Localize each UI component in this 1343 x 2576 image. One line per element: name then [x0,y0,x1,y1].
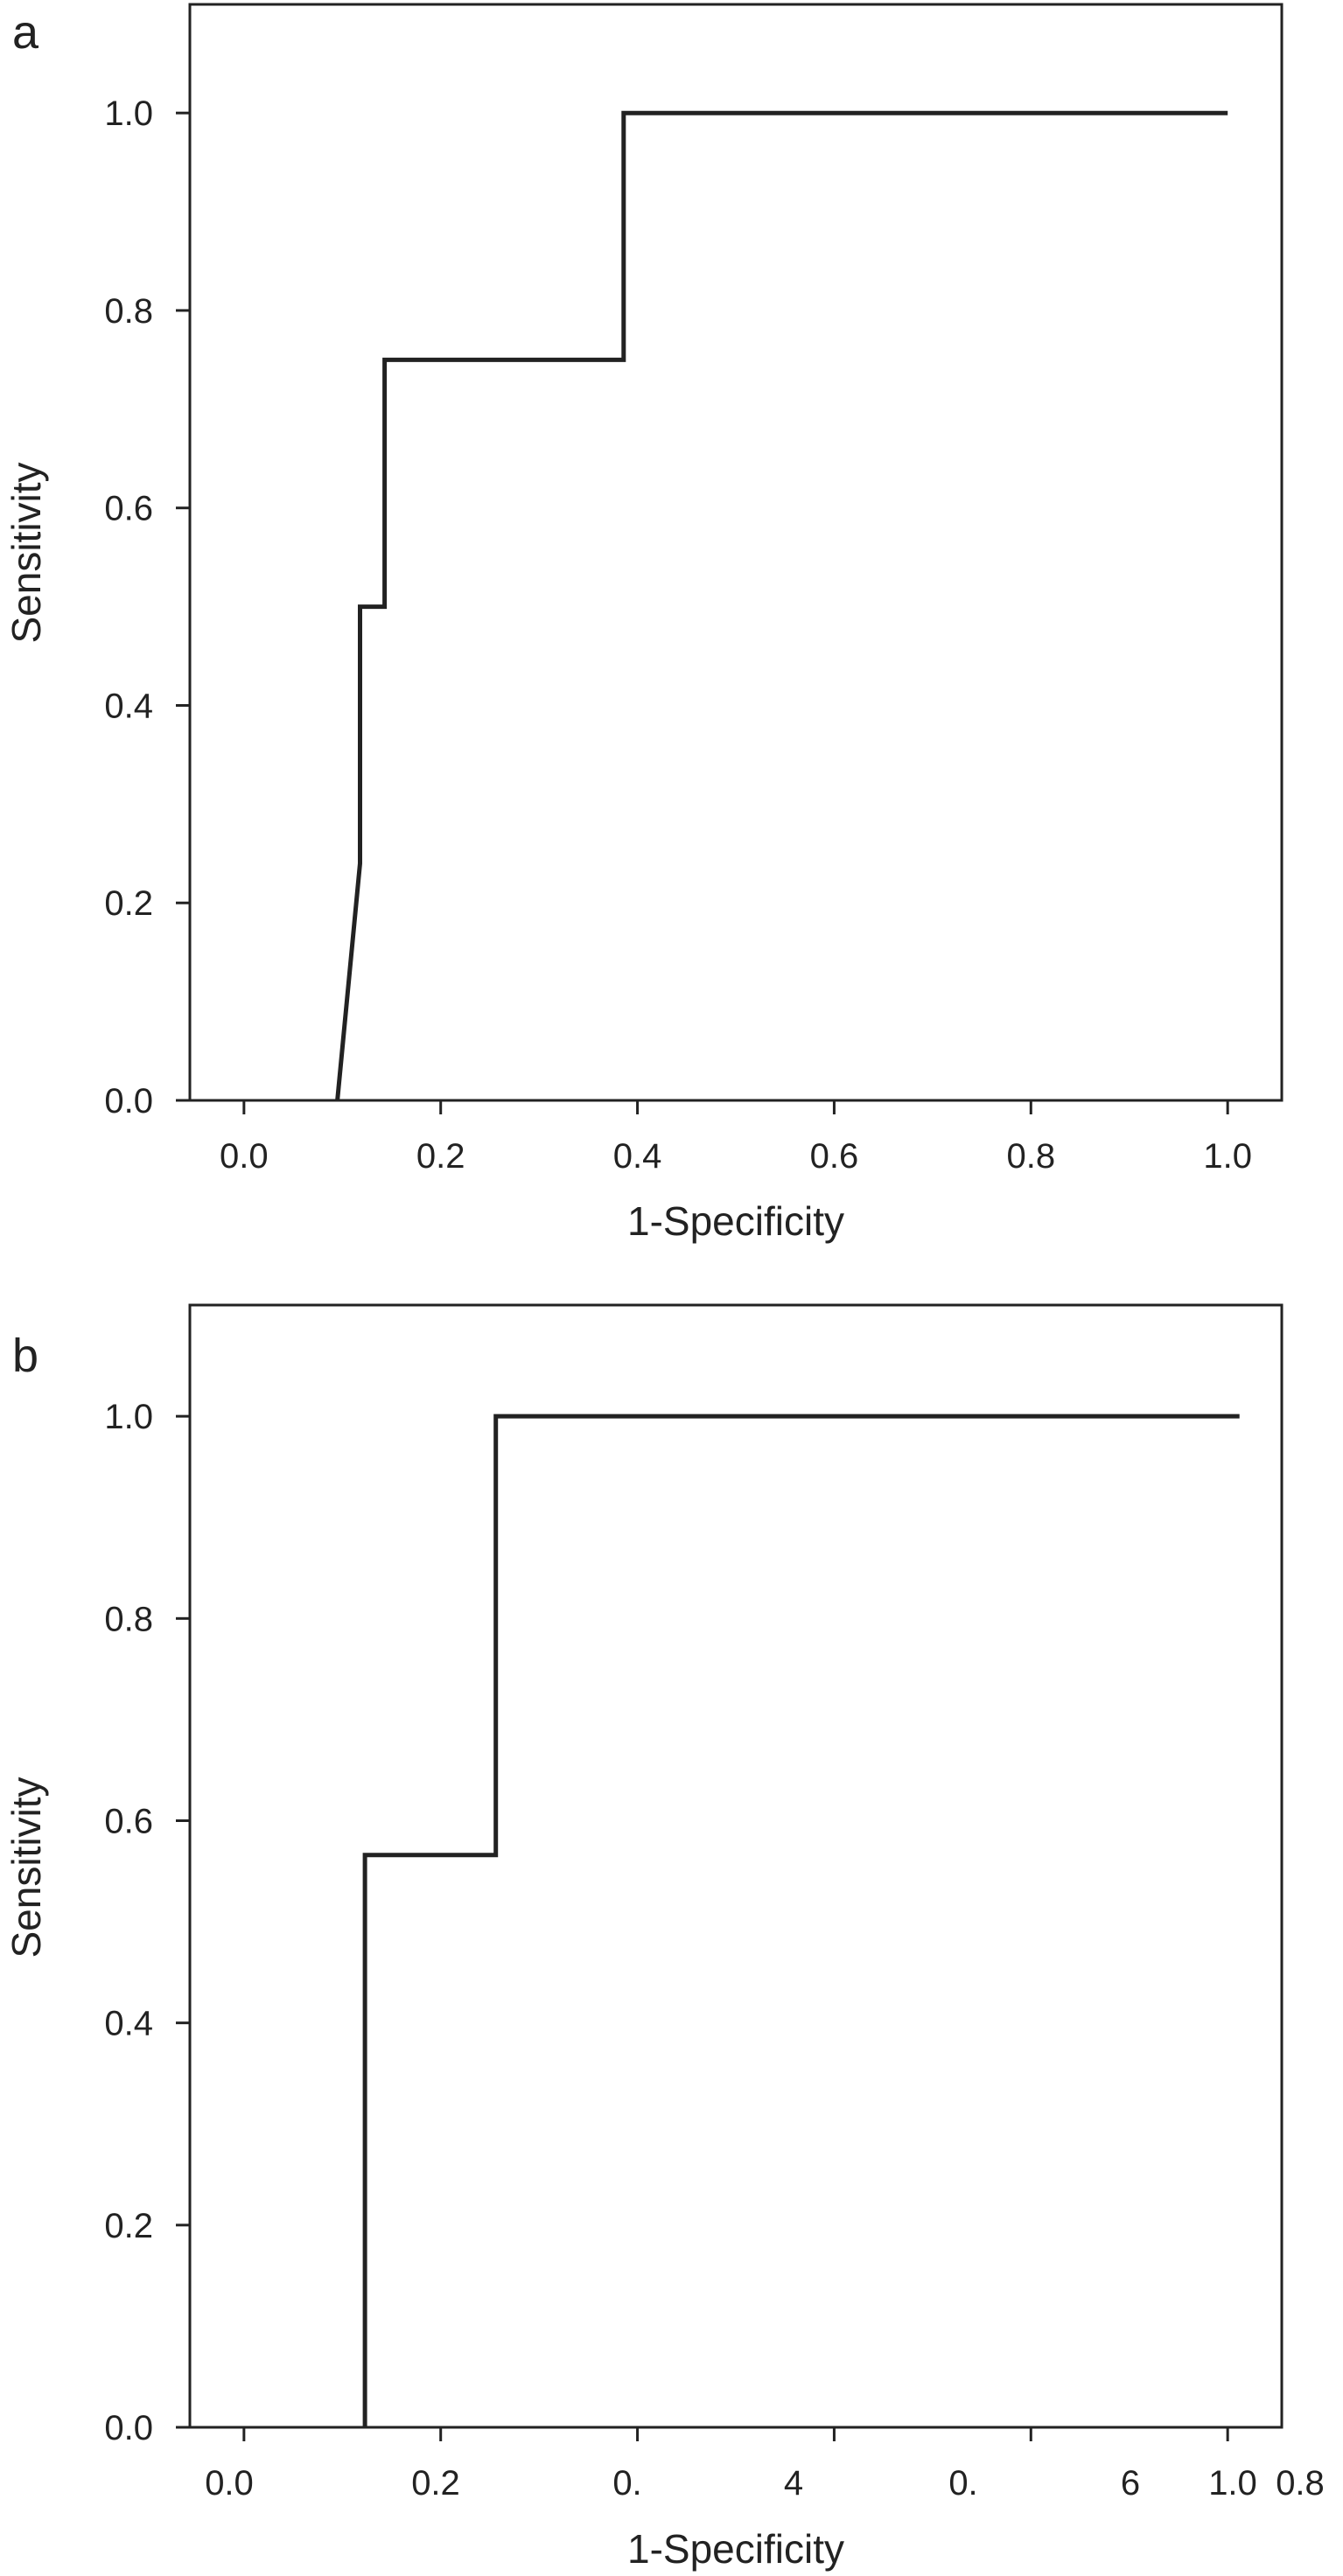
panel-a-label: a [12,6,39,59]
panel-a-ylabel: Sensitivity [3,462,49,643]
panel-a-ytick-label-4: 0.8 [104,292,153,331]
panel-b-xtick-label-7: 0.8 [1276,2464,1325,2503]
panel-b-xtick-label-4: 0. [948,2464,977,2503]
panel-a-xlabel: 1-Specificity [627,1198,844,1244]
panel-a-ytick-label-2: 0.4 [104,687,153,725]
panel-b: b 0.0 0.2 0. 4 0. 6 1.0 0.80.00.20.40.60.81.0 1… [3,1303,1325,2572]
panel-b-ylabel: Sensitivity [3,1777,49,1958]
panel-a-xtick-label-1: 0.2 [416,1137,465,1176]
panel-b-label: b [12,1330,38,1382]
panel-a: a 0.0 0.2 0.4 0.6 0.8 1.0 0.0 0.2 0.4 0.6 0.8 1.0 1… [3,3,1284,1244]
panel-b-ticks: 0.0 0.2 0. 4 0. 6 1.0 0.80.00.20.40.60.81.0 [104,1398,1324,2503]
panel-b-frame [188,1303,1284,2429]
panel-b-roc-curve [362,1414,1240,2427]
panel-b-xtick-label-2: 0. [612,2464,641,2503]
panel-a-ytick-label-0: 0.0 [104,1082,153,1120]
panel-b-ytick-label-3: 0.6 [104,1802,153,1840]
panel-a-xtick-label-0: 0.0 [220,1137,269,1176]
panel-a-ytick-label-3: 0.6 [104,490,153,528]
panel-b-ytick-label-1: 0.2 [104,2207,153,2245]
panel-b-xlabel: 1-Specificity [627,2526,844,2572]
panel-a-xtick-label-2: 0.4 [613,1137,662,1176]
panel-a-xtick-label-5: 1.0 [1203,1137,1252,1176]
panel-b-xtick-label-1: 0.2 [411,2464,460,2503]
panel-a-frame [188,3,1284,1102]
panel-a-xtick-label-3: 0.6 [810,1137,859,1176]
panel-b-ytick-label-5: 1.0 [104,1398,153,1436]
panel-a-ytick-label-1: 0.2 [104,884,153,923]
panel-b-ytick-label-0: 0.0 [104,2409,153,2447]
panel-a-ticks: 0.0 0.2 0.4 0.6 0.8 1.0 0.0 0.2 0.4 0.6 0.8 1.0 [104,94,1252,1176]
panel-b-xtick-label-3: 4 [784,2464,803,2503]
panel-b-ytick-label-4: 0.8 [104,1600,153,1638]
panel-b-xtick-label-5: 6 [1121,2464,1140,2503]
panel-a-ytick-label-5: 1.0 [104,94,153,133]
panel-a-roc-curve [335,110,1228,1101]
panel-a-xtick-label-4: 0.8 [1006,1137,1055,1176]
panel-b-xtick-label-0: 0.0 [205,2464,254,2503]
panel-b-xtick-label-6: 1.0 [1208,2464,1257,2503]
panel-b-ytick-label-2: 0.4 [104,2005,153,2043]
